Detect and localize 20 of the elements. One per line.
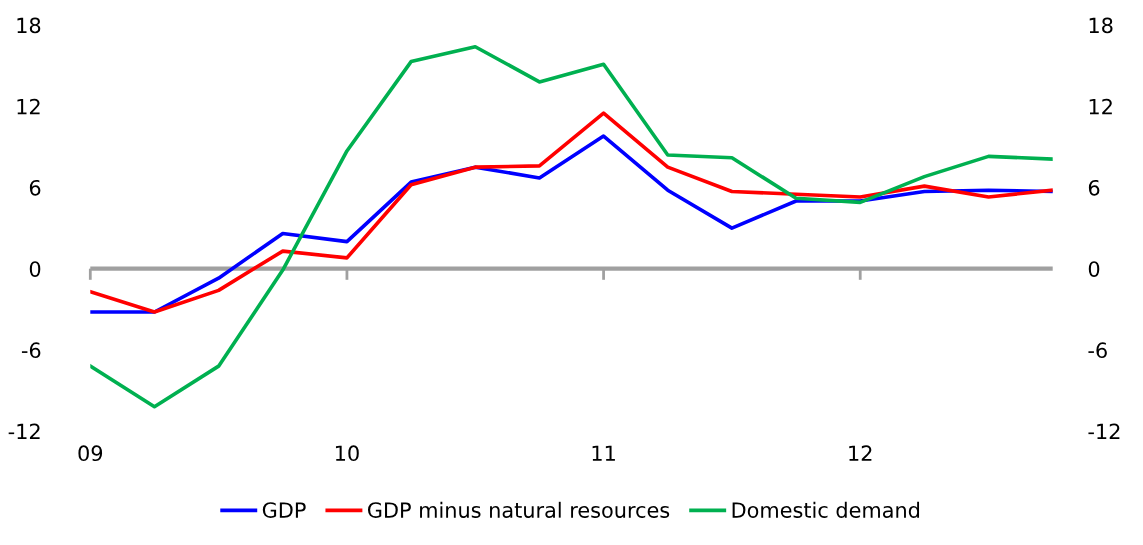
y2-tick-label: -6 bbox=[1088, 342, 1107, 359]
x-tick-label: 10 bbox=[335, 445, 359, 462]
line-series bbox=[90, 44, 1053, 409]
y2-tick-label: 12 bbox=[1089, 98, 1112, 115]
legend-label: GDP bbox=[262, 502, 306, 518]
y-tick-label: 6 bbox=[29, 179, 41, 196]
x-tick-label: 09 bbox=[78, 445, 103, 462]
legend-label: GDP minus natural resources bbox=[368, 501, 670, 518]
x-tick-label: 11 bbox=[592, 445, 615, 461]
y-tick-label: 12 bbox=[17, 98, 40, 115]
y-tick-label: -6 bbox=[21, 342, 41, 359]
y2-tick-label: -12 bbox=[1088, 423, 1120, 440]
x-tick-label: 12 bbox=[849, 445, 872, 461]
y-tick-label: 18 bbox=[17, 17, 41, 34]
y2-tick-label: 0 bbox=[1088, 261, 1100, 277]
legend-label: Domestic demand bbox=[732, 501, 920, 518]
y-tick-label: 0 bbox=[29, 261, 41, 277]
y2-tick-label: 6 bbox=[1088, 179, 1100, 196]
y2-tick-label: 18 bbox=[1089, 17, 1113, 34]
y-tick-label: -12 bbox=[8, 423, 40, 440]
